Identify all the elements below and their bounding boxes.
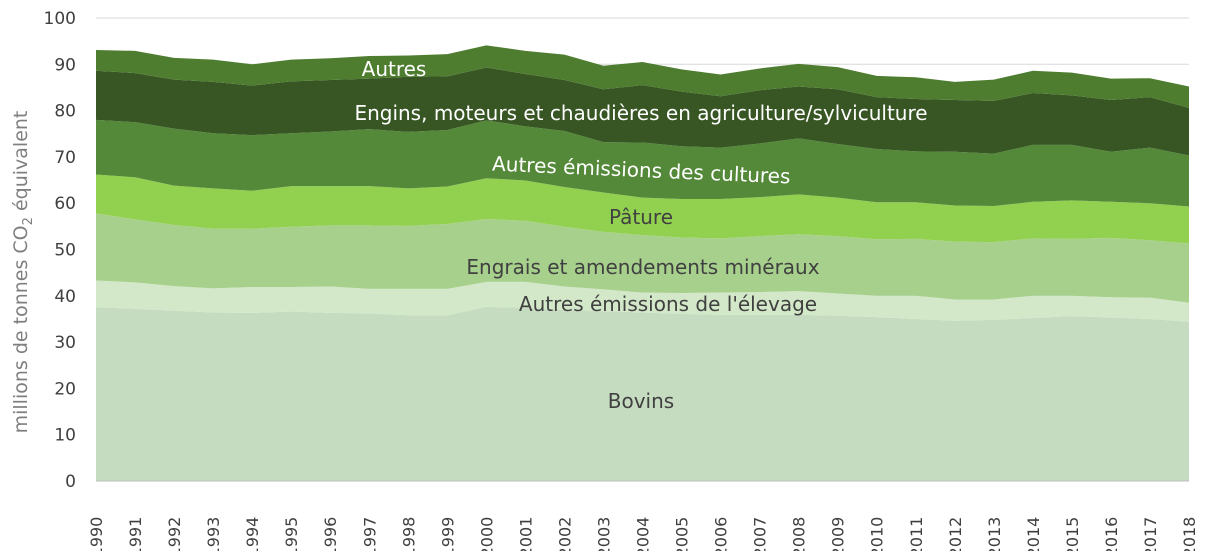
x-tick-label: 2010 (868, 517, 887, 551)
x-tick-label: 1995 (282, 517, 301, 551)
area-series-1 (96, 306, 1189, 481)
series-areas (96, 45, 1189, 481)
x-tick-label: 2002 (555, 517, 574, 551)
y-tick-label: 0 (65, 472, 76, 492)
series-label-3: Engrais et amendements minéraux (466, 255, 819, 279)
x-tick-label: 1993 (204, 517, 223, 551)
x-tick-label: 1990 (87, 517, 106, 551)
x-tick-label: 2015 (1063, 517, 1082, 551)
x-tick-label: 1991 (126, 517, 145, 551)
x-tick-label: 2016 (1102, 517, 1121, 551)
area-series-4 (96, 174, 1189, 244)
y-tick-label: 90 (54, 55, 76, 75)
area-series-5 (96, 119, 1189, 207)
x-tick-label: 2006 (712, 517, 731, 551)
x-tick-label: 2017 (1141, 517, 1160, 551)
y-tick-label: 100 (44, 9, 76, 29)
x-tick-label: 2014 (1024, 517, 1043, 551)
x-tick-label: 2011 (907, 517, 926, 551)
y-tick-label: 50 (54, 241, 76, 261)
series-label-7: Autres (362, 57, 427, 81)
x-tick-label: 2013 (985, 517, 1004, 551)
x-tick-label: 2004 (634, 517, 653, 551)
x-tick-label: 1999 (438, 517, 457, 551)
y-tick-label: 70 (54, 148, 76, 168)
series-label-2: Autres émissions de l'élevage (519, 292, 817, 316)
x-tick-label: 1997 (360, 517, 379, 551)
x-tick-label: 1996 (321, 517, 340, 551)
x-tick-label: 2018 (1180, 517, 1199, 551)
y-tick-label: 80 (54, 102, 76, 122)
series-label-4: Pâture (609, 205, 673, 229)
area-series-7 (96, 45, 1189, 108)
x-tick-label: 1994 (243, 517, 262, 551)
x-tick-labels: 1990 1991 1992 1993 1994 1995 1996 1997 1998 1999… (87, 517, 1199, 551)
y-tick-label: 30 (54, 333, 76, 353)
x-tick-label: 2008 (790, 517, 809, 551)
y-tick-label: 60 (54, 194, 76, 214)
y-tick-label: 10 (54, 426, 76, 446)
x-tick-label: 2001 (516, 517, 535, 551)
area-series-6 (96, 67, 1189, 156)
x-tick-label: 2009 (829, 517, 848, 551)
x-tick-label: 2007 (751, 517, 770, 551)
series-label-6: Engins, moteurs et chaudières en agricul… (354, 101, 927, 125)
series-label-1: Bovins (608, 389, 674, 413)
x-tick-label: 2012 (946, 517, 965, 551)
x-tick-label: 2005 (673, 517, 692, 551)
area-series-3 (96, 213, 1189, 303)
y-axis-label: millions de tonnes CO2 équivalent (10, 111, 36, 434)
x-tick-label: 2000 (477, 517, 496, 551)
y-tick-label: 40 (54, 287, 76, 307)
y-tick-label: 20 (54, 379, 76, 399)
x-tick-label: 1998 (399, 517, 418, 551)
x-tick-label: 2003 (594, 517, 613, 551)
x-tick-label: 1992 (165, 517, 184, 551)
area-series-2 (96, 280, 1189, 322)
y-tick-labels: 0 10 20 30 40 50 60 70 80 90 100 (44, 9, 76, 492)
